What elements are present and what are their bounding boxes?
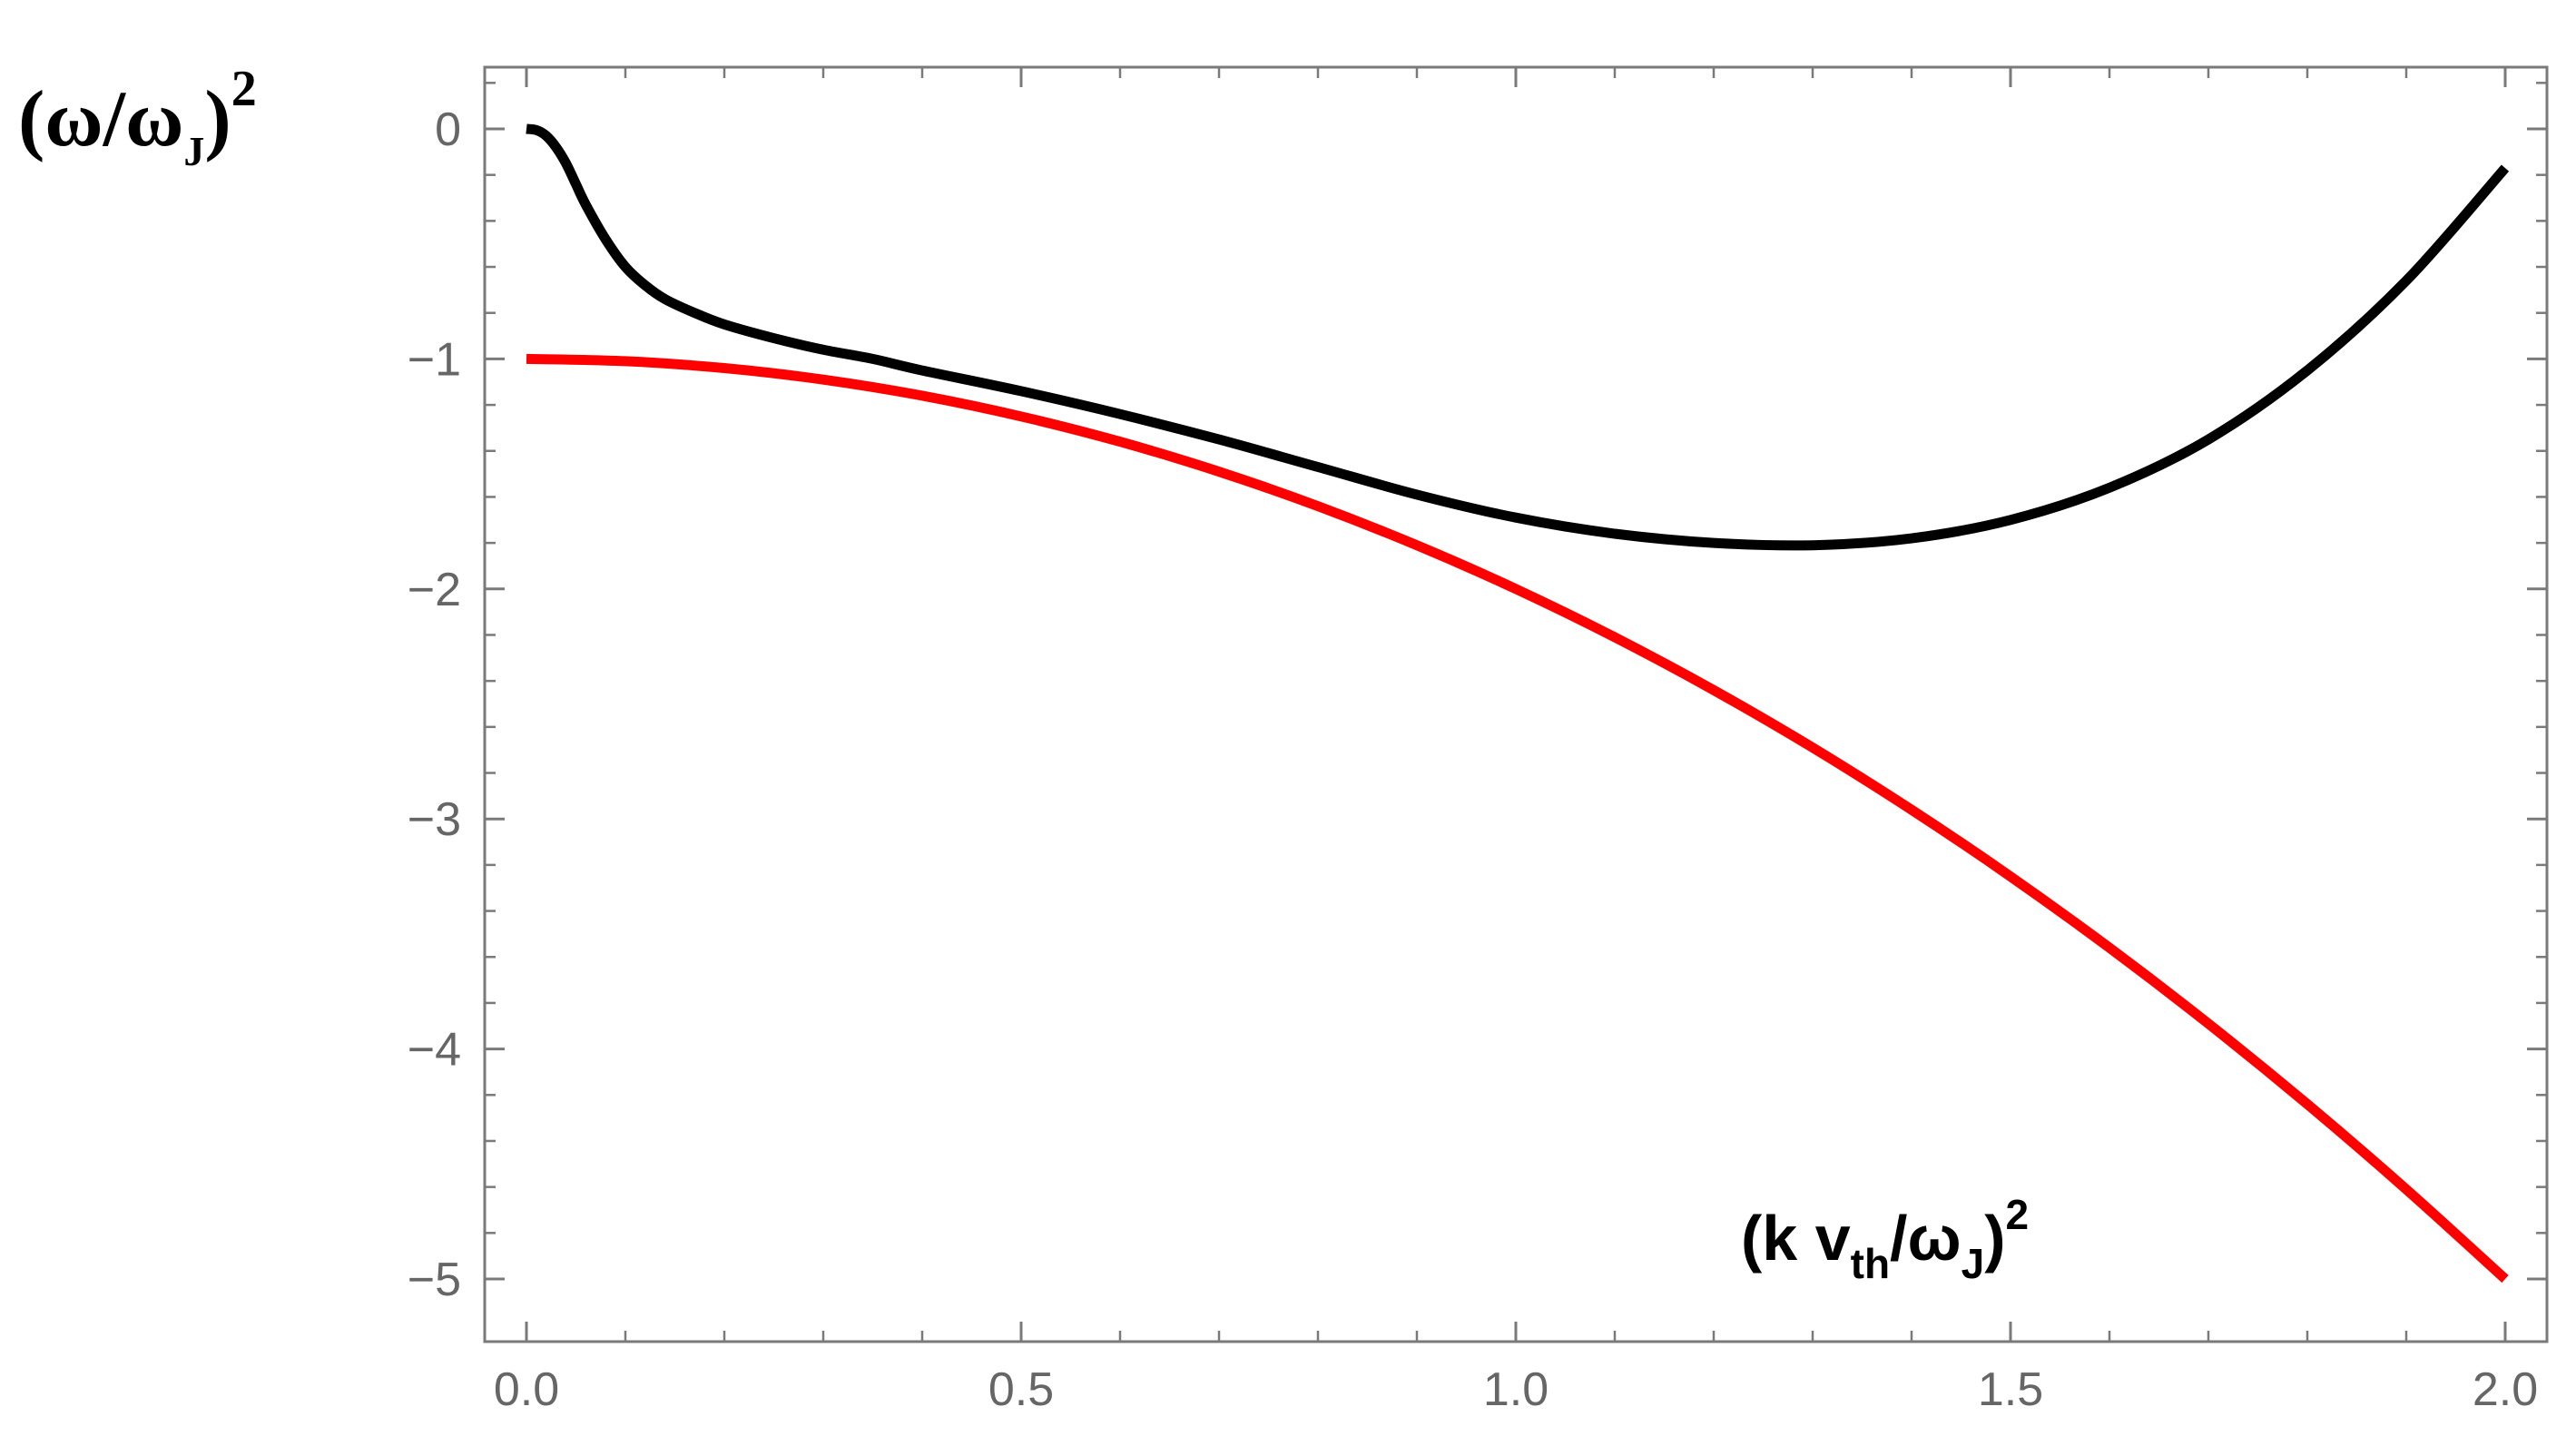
x-tick-label: 2.0 <box>2473 1363 2538 1416</box>
y-axis-label: (ω/ωJ)2 <box>18 61 257 174</box>
plot-frame <box>483 65 2549 1343</box>
x-tick-label: 1.0 <box>1483 1363 1549 1416</box>
x-tick-label: 1.5 <box>1978 1363 2043 1416</box>
y-tick-label: −5 <box>408 1254 461 1306</box>
series-line-1 <box>526 123 2510 551</box>
y-tick-label: −2 <box>408 564 461 616</box>
y-tick-label: −3 <box>408 793 461 846</box>
x-tick-label: 0.0 <box>494 1363 559 1416</box>
series-group <box>526 123 2510 1284</box>
y-tick-label: 0 <box>435 103 461 156</box>
x-tick-label: 0.5 <box>988 1363 1054 1416</box>
series-line-2 <box>526 353 2509 1284</box>
x-axis-label: (k vth/ωJ)2 <box>1741 1191 2029 1287</box>
y-tick-label: −4 <box>408 1024 461 1077</box>
y-tick-label: −1 <box>408 333 461 386</box>
axis-ticks: 0.0 0.5 1.0 1.5 2.0 0 −1 −2 −3 −4 −5 <box>408 67 2547 1416</box>
